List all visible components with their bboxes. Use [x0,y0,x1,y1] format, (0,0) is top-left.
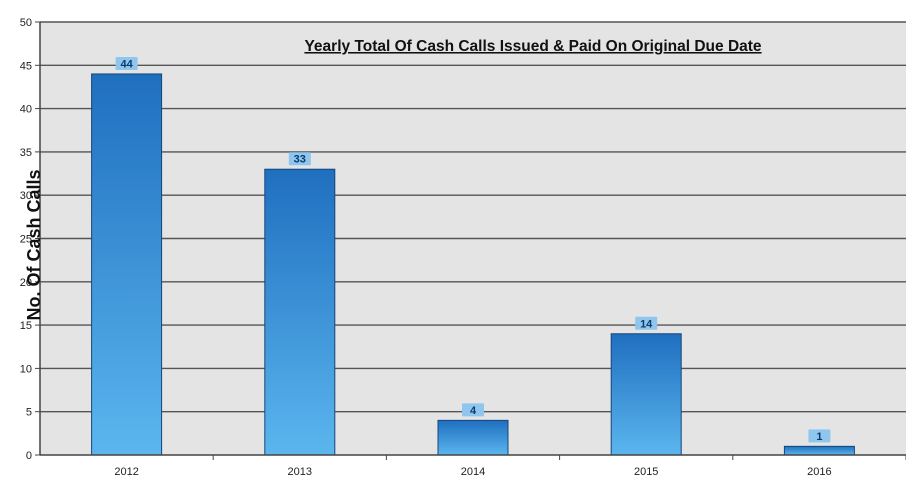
data-label: 1 [816,431,822,443]
bar-2016 [783,445,855,456]
data-label-box [635,316,658,330]
x-tick-label: 2015 [634,466,658,478]
x-tick-label: 2012 [114,466,138,478]
data-label-box [462,403,484,417]
y-tick-label: 25 [20,234,32,246]
y-tick-label: 35 [20,147,32,159]
y-tick-label: 30 [20,190,32,202]
bar-2012 [91,73,163,456]
y-tick-label: 20 [20,277,32,289]
data-label-box [808,429,831,443]
data-label-box [288,152,311,166]
bar-2014 [437,419,509,456]
x-tick-label: 2013 [288,466,312,478]
y-tick-label: 5 [26,407,32,419]
y-tick-label: 15 [20,320,32,332]
chart-title: Yearly Total Of Cash Calls Issued & Paid… [304,38,761,55]
y-tick-label: 45 [20,60,32,72]
y-tick-label: 10 [20,363,32,375]
x-tick-label: 2014 [461,466,485,478]
y-tick-label: 0 [26,450,32,462]
data-label: 4 [470,405,477,417]
data-label: 44 [120,58,133,70]
data-label: 14 [640,318,653,330]
data-label-box [115,56,138,70]
data-label: 33 [294,154,306,166]
y-tick-label: 50 [20,17,32,29]
bar-2013 [264,168,336,456]
x-tick-label: 2016 [807,466,831,478]
y-axis-label: No. Of Cash Calls [24,169,44,320]
y-tick-label: 40 [20,104,32,116]
bar-2015 [610,333,682,456]
